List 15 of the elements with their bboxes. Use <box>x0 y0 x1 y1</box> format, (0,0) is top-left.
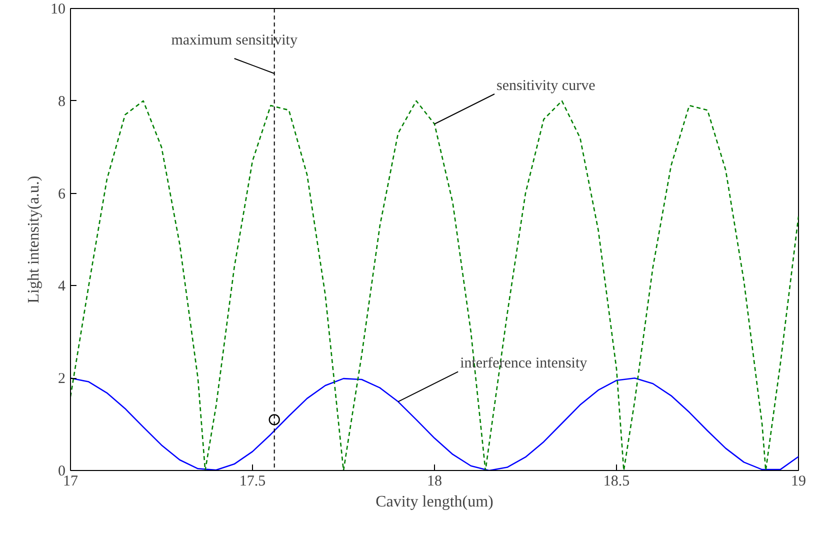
x-tick-label: 19 <box>791 474 806 490</box>
annotation: sensitivity curve <box>496 78 596 94</box>
ref-line-label: maximum sensitivity <box>171 32 298 48</box>
y-tick-label: 2 <box>58 371 66 388</box>
x-axis-title: Cavity length(um) <box>376 494 494 510</box>
y-tick-label: 4 <box>58 278 66 295</box>
y-axis-title: Light intensity(a.u.) <box>26 176 42 304</box>
x-tick-label: 18 <box>427 474 442 490</box>
y-tick-label: 0 <box>58 464 66 480</box>
x-tick-label: 17 <box>63 474 78 490</box>
x-tick-label: 18.5 <box>603 474 630 490</box>
y-tick-label: 8 <box>58 94 66 110</box>
y-tick-label: 10 <box>50 2 66 18</box>
x-tick-label: 17.5 <box>239 474 266 490</box>
y-tick-label: 6 <box>58 186 66 202</box>
